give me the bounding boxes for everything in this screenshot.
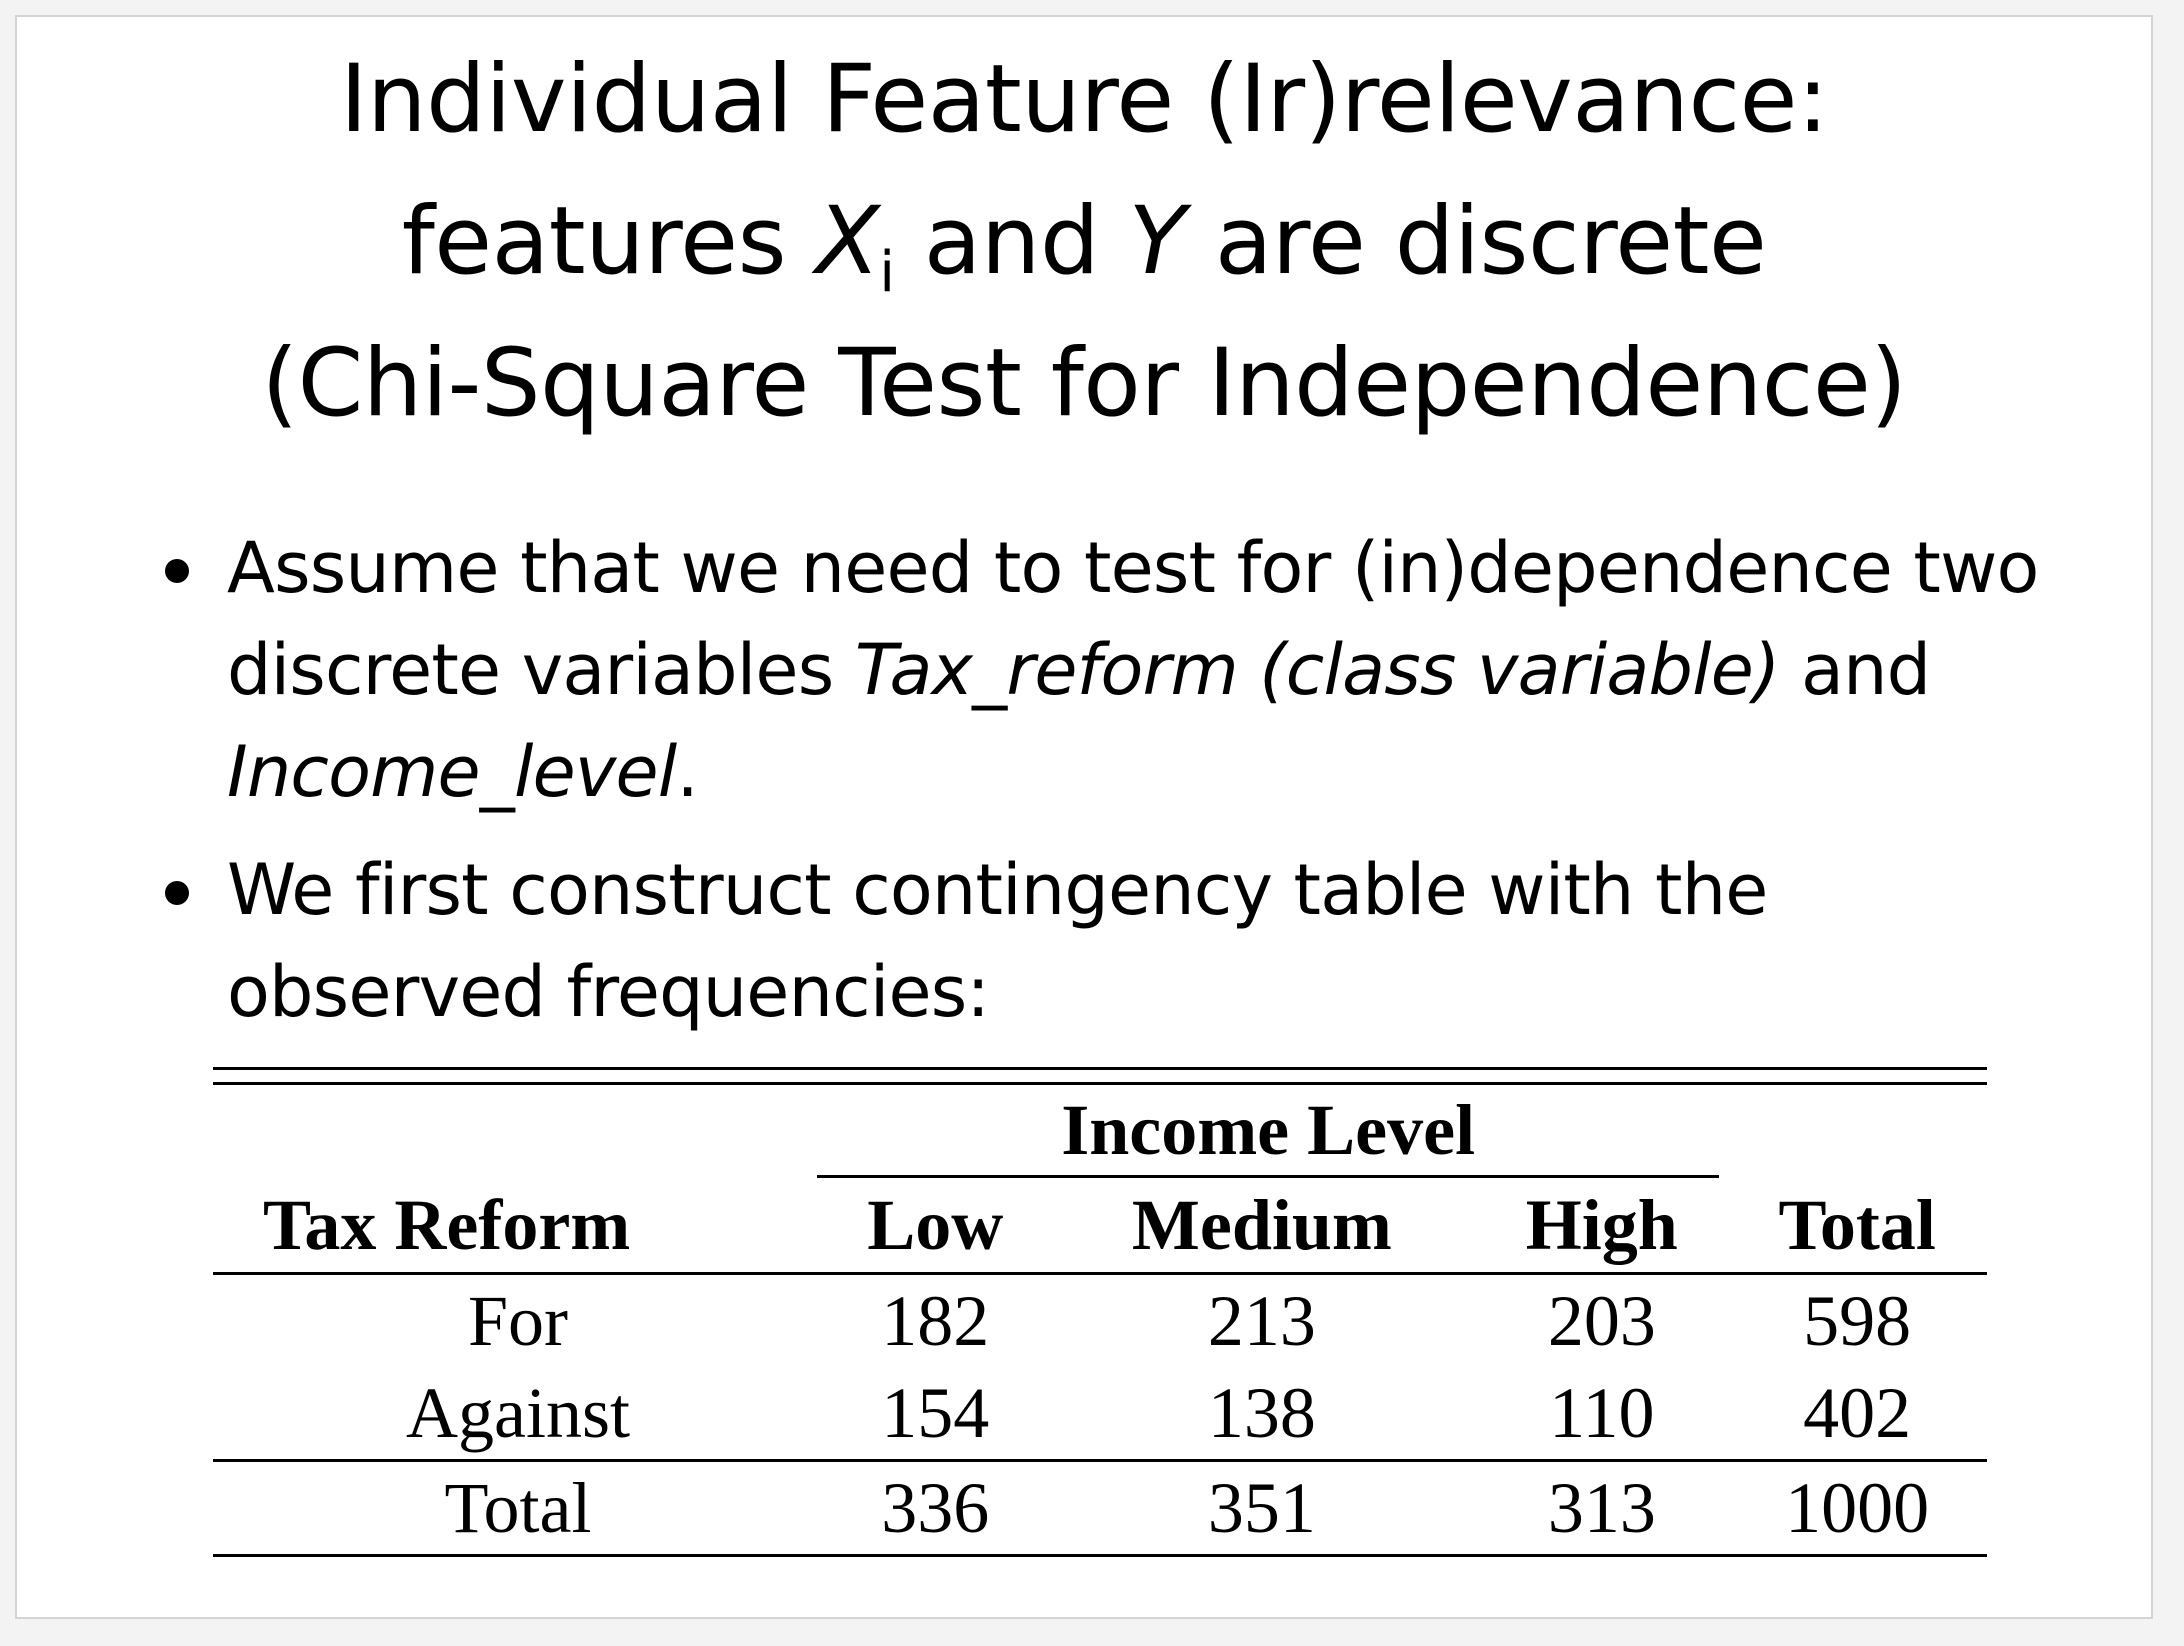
title-variable-x: X: [815, 187, 880, 296]
contingency-table-wrapper: Income Level Tax Reform Low Medium High …: [213, 1067, 1987, 1557]
table-total-row: Total 336 351 313 1000: [213, 1459, 1987, 1557]
bullet-1-text-b: and: [1779, 629, 1931, 711]
header-low: Low: [823, 1178, 1048, 1275]
table-cell: 402: [1803, 1373, 1912, 1453]
bullet-1-text-a: Assume that we need to test for (in)depe…: [227, 527, 2039, 711]
table-cell: 1000: [1727, 1459, 1987, 1557]
bullet-1-text-c: .: [676, 731, 698, 813]
title-line-2-mid: and: [894, 187, 1129, 296]
table-cell: 598: [1803, 1281, 1912, 1361]
bullet-item-2: We first construct contingency table wit…: [165, 839, 2107, 1043]
title-line-2-pre: features: [401, 187, 816, 296]
bullet-item-1: Assume that we need to test for (in)depe…: [165, 517, 2107, 823]
title-variable-y: Y: [1128, 187, 1186, 296]
row-label-for: For: [467, 1281, 569, 1361]
table-cell: 351: [1047, 1459, 1477, 1557]
table-empty-total-top: [1727, 1085, 1987, 1178]
header-medium: Medium: [1047, 1178, 1477, 1275]
bullet-list: Assume that we need to test for (in)depe…: [165, 517, 2107, 1059]
header-tax-reform: Tax Reform: [213, 1178, 823, 1275]
table-empty-corner: [213, 1085, 823, 1178]
table-cell: 154: [881, 1373, 990, 1453]
table-cell: 336: [823, 1459, 1048, 1557]
bullet-1-italic-tax-reform: Tax_reform (class variable): [854, 629, 1781, 711]
header-total: Total: [1727, 1178, 1987, 1275]
row-label-total: Total: [213, 1459, 823, 1557]
table-cell: 213: [1207, 1281, 1316, 1361]
slide-title: Individual Feature (Ir)relevance: featur…: [17, 29, 2151, 455]
table-row: For 182 213 203 598: [213, 1274, 1987, 1368]
bullet-1-italic-income-level: Income_level: [227, 731, 677, 813]
income-level-header: Income Level: [817, 1085, 1720, 1178]
title-line-1: Individual Feature (Ir)relevance:: [339, 45, 1829, 154]
header-high: High: [1476, 1178, 1728, 1275]
contingency-table: Income Level Tax Reform Low Medium High …: [213, 1085, 1987, 1557]
table-group-header-row: Income Level: [213, 1085, 1987, 1178]
table-group-header: Income Level: [817, 1085, 1727, 1178]
table-cell: 313: [1476, 1459, 1728, 1557]
table-top-double-rule: [213, 1067, 1987, 1085]
table-cell: 110: [1549, 1373, 1655, 1453]
table-cell: 138: [1207, 1373, 1316, 1453]
slide: Individual Feature (Ir)relevance: featur…: [15, 15, 2153, 1619]
title-line-2: features Xi and Y are discrete: [17, 171, 2151, 313]
row-label-against: Against: [406, 1373, 630, 1453]
title-subscript-i: i: [879, 240, 895, 305]
table-header-row: Tax Reform Low Medium High Total: [213, 1178, 1987, 1275]
title-line-3: (Chi-Square Test for Independence): [261, 329, 1907, 438]
table-cell: 182: [881, 1281, 990, 1361]
table-cell: 203: [1547, 1281, 1656, 1361]
title-line-2-post: are discrete: [1185, 187, 1767, 296]
bullet-2-text: We first construct contingency table wit…: [227, 849, 1768, 1033]
table-row: Against 154 138 110 402: [213, 1367, 1987, 1461]
